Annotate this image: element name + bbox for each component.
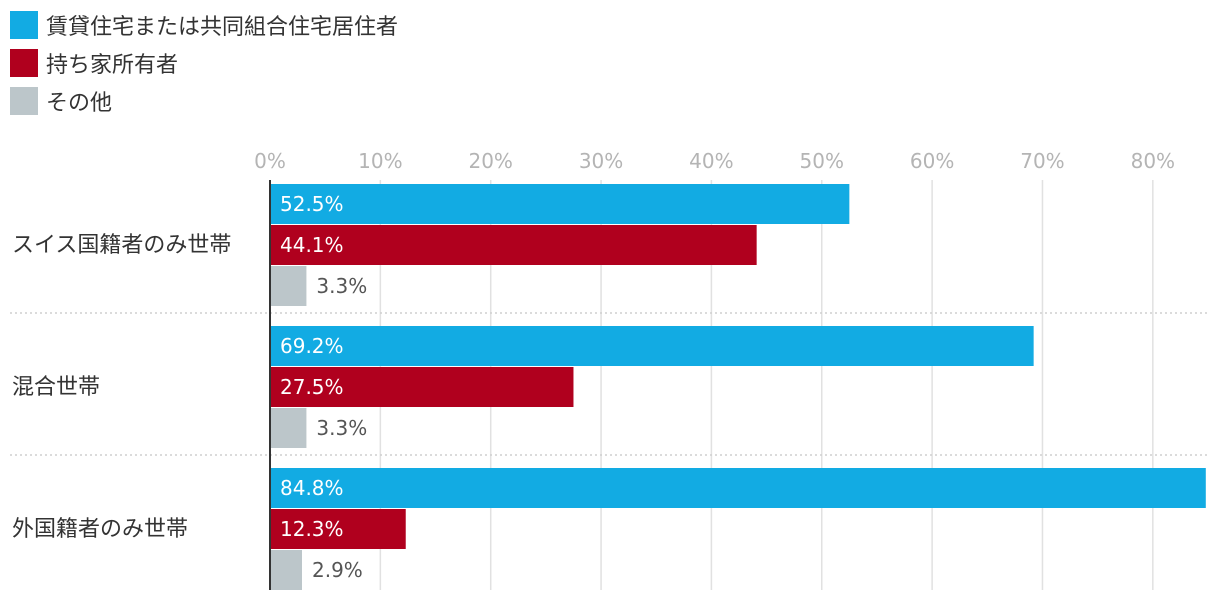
data-label: 12.3%: [280, 517, 344, 541]
x-tick-label: 70%: [1020, 149, 1064, 173]
bar: [270, 468, 1206, 508]
data-label: 84.8%: [280, 476, 344, 500]
legend-label-rental: 賃貸住宅または共同組合住宅居住者: [46, 15, 399, 40]
x-tick-label: 80%: [1131, 149, 1175, 173]
data-label: 3.3%: [316, 274, 367, 298]
category-label: 混合世帯: [12, 375, 100, 400]
legend-item-other: その他: [10, 82, 398, 120]
x-tick-label: 20%: [468, 149, 512, 173]
legend-swatch-rental: [10, 11, 38, 39]
legend-label-owner: 持ち家所有者: [46, 53, 179, 78]
category-label: スイス国籍者のみ世帯: [12, 233, 231, 258]
bar: [270, 550, 303, 590]
x-tick-label: 40%: [689, 149, 733, 173]
x-tick-label: 10%: [358, 149, 402, 173]
category-label: 外国籍者のみ世帯: [12, 517, 188, 542]
bar: [270, 184, 850, 224]
legend-item-rental: 賃貸住宅または共同組合住宅居住者: [10, 6, 398, 44]
bar: [270, 408, 307, 448]
bar: [270, 266, 307, 306]
bar: [270, 509, 406, 549]
legend-item-owner: 持ち家所有者: [10, 44, 398, 82]
legend-swatch-owner: [10, 49, 38, 77]
data-label: 44.1%: [280, 233, 344, 257]
bar: [270, 225, 757, 265]
legend-swatch-other: [10, 87, 38, 115]
x-tick-label: 50%: [800, 149, 844, 173]
x-tick-label: 60%: [910, 149, 954, 173]
bar: [270, 367, 574, 407]
data-label: 2.9%: [312, 558, 363, 582]
legend-label-other: その他: [46, 91, 113, 116]
bar: [270, 326, 1034, 366]
data-label: 52.5%: [280, 192, 344, 216]
data-label: 3.3%: [316, 416, 367, 440]
x-tick-label: 30%: [579, 149, 623, 173]
x-tick-label: 0%: [254, 149, 286, 173]
data-label: 69.2%: [280, 334, 344, 358]
legend: 賃貸住宅または共同組合住宅居住者 持ち家所有者 その他: [10, 6, 398, 120]
data-label: 27.5%: [280, 375, 344, 399]
